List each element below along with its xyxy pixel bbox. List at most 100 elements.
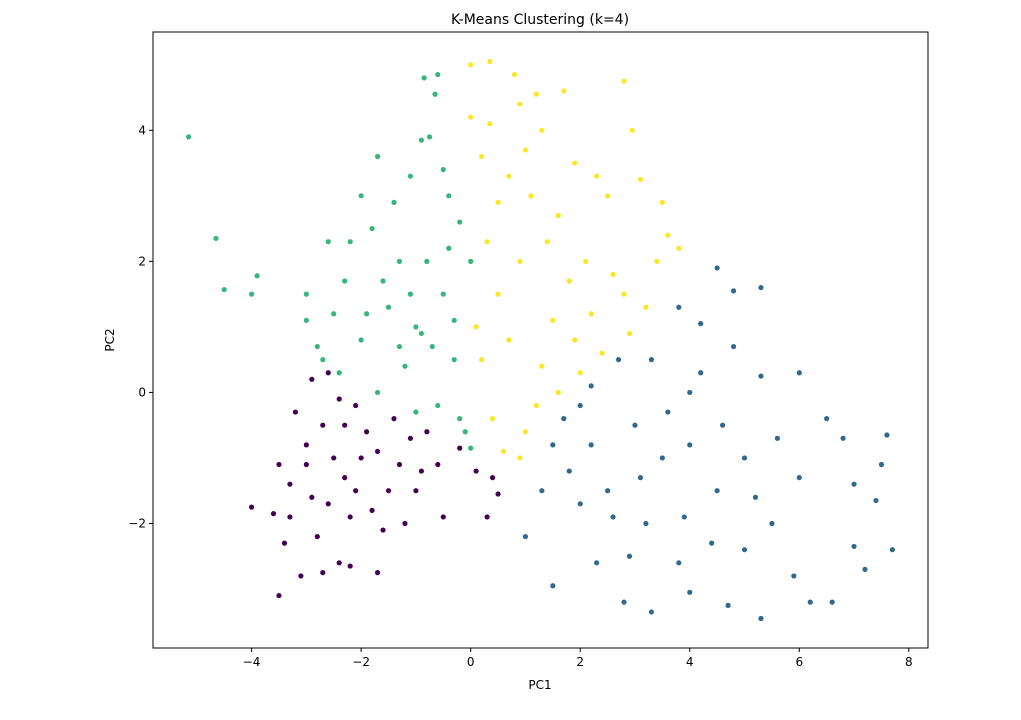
data-point-cluster-1: [539, 488, 545, 494]
data-point-cluster-2: [303, 291, 309, 297]
data-point-cluster-1: [604, 488, 611, 494]
data-point-cluster-0: [281, 540, 288, 546]
data-point-cluster-0: [298, 573, 304, 579]
data-point-cluster-1: [687, 442, 693, 448]
data-point-cluster-0: [320, 570, 326, 576]
data-point-cluster-1: [522, 533, 529, 540]
data-point-cluster-3: [550, 317, 556, 323]
data-point-cluster-3: [522, 147, 529, 153]
data-point-cluster-0: [342, 475, 348, 481]
data-point-cluster-0: [440, 514, 446, 520]
data-point-cluster-2: [358, 337, 364, 343]
data-point-cluster-0: [402, 520, 408, 527]
data-point-cluster-2: [320, 357, 326, 363]
data-point-cluster-0: [353, 402, 359, 409]
x-axis: −4 −2 0 2 4 6 8: [243, 648, 913, 669]
data-point-cluster-3: [517, 258, 523, 264]
data-point-cluster-2: [396, 343, 403, 350]
data-point-cluster-2: [396, 258, 403, 264]
data-point-cluster-2: [435, 71, 441, 78]
data-point-cluster-1: [824, 416, 830, 422]
data-point-cluster-2: [435, 402, 441, 409]
data-point-cluster-0: [424, 429, 430, 435]
data-point-cluster-1: [851, 543, 857, 550]
data-point-cluster-0: [391, 416, 397, 422]
data-point-cluster-3: [659, 199, 665, 205]
data-point-cluster-0: [495, 491, 501, 497]
y-axis: −2 0 2 4: [128, 123, 153, 530]
data-point-cluster-2: [468, 445, 474, 451]
data-point-cluster-0: [347, 514, 353, 520]
data-point-cluster-2: [314, 343, 320, 350]
y-tick-label: −2: [128, 516, 146, 530]
data-point-cluster-0: [270, 511, 277, 517]
data-point-cluster-3: [489, 416, 496, 422]
data-point-cluster-1: [615, 357, 622, 363]
data-point-cluster-1: [884, 432, 890, 438]
data-point-cluster-3: [468, 62, 474, 68]
data-point-cluster-0: [374, 448, 381, 455]
data-point-cluster-3: [487, 58, 493, 65]
data-point-cluster-1: [725, 602, 731, 609]
data-point-cluster-0: [325, 501, 331, 507]
data-point-cluster-2: [221, 286, 227, 293]
data-point-cluster-3: [517, 101, 523, 107]
data-point-cluster-3: [572, 160, 578, 166]
data-point-cluster-0: [320, 422, 326, 428]
data-point-cluster-1: [741, 455, 748, 461]
data-point-cluster-1: [774, 435, 780, 441]
data-point-cluster-1: [588, 442, 594, 448]
data-point-cluster-3: [572, 337, 578, 343]
chart-title: K-Means Clustering (k=4): [451, 12, 629, 28]
data-point-cluster-1: [698, 321, 704, 327]
data-point-cluster-2: [457, 416, 463, 422]
data-point-cluster-1: [648, 357, 655, 363]
x-tick-label: 2: [576, 655, 584, 669]
data-point-cluster-3: [511, 71, 518, 78]
data-point-cluster-1: [769, 520, 775, 527]
data-point-cluster-0: [309, 376, 315, 382]
data-point-cluster-2: [213, 235, 219, 242]
data-point-cluster-3: [506, 173, 512, 179]
data-point-cluster-2: [331, 311, 337, 317]
data-point-cluster-1: [632, 422, 638, 428]
y-tick-label: 0: [138, 385, 146, 399]
data-point-cluster-3: [539, 127, 545, 133]
data-point-cluster-0: [276, 461, 282, 468]
data-point-cluster-2: [421, 75, 427, 81]
data-point-cluster-3: [479, 357, 485, 363]
x-tick-label: 8: [905, 655, 913, 669]
data-point-cluster-1: [550, 583, 556, 589]
data-point-cluster-1: [676, 560, 682, 566]
data-point-cluster-0: [314, 533, 320, 540]
data-point-cluster-2: [336, 370, 342, 376]
data-point-cluster-1: [687, 389, 693, 396]
data-point-cluster-3: [654, 258, 660, 264]
data-point-cluster-1: [714, 488, 720, 494]
data-point-cluster-3: [665, 232, 671, 238]
data-point-cluster-1: [851, 481, 857, 487]
data-point-cluster-0: [369, 507, 375, 513]
data-point-cluster-2: [462, 429, 468, 435]
data-point-cluster-2: [385, 304, 392, 310]
data-point-cluster-1: [829, 599, 835, 605]
data-point-cluster-2: [426, 134, 433, 140]
data-point-cluster-1: [577, 501, 583, 507]
data-point-cluster-3: [533, 91, 539, 97]
data-point-cluster-3: [495, 199, 501, 205]
data-point-cluster-0: [287, 514, 293, 520]
data-point-cluster-1: [637, 475, 644, 481]
data-point-cluster-3: [604, 193, 611, 199]
data-point-cluster-0: [473, 468, 479, 474]
data-point-cluster-1: [676, 304, 682, 310]
data-point-cluster-0: [484, 514, 490, 520]
data-point-cluster-0: [276, 592, 282, 599]
data-point-cluster-2: [186, 134, 192, 140]
data-point-cluster-3: [555, 389, 561, 396]
data-point-cluster-1: [709, 540, 715, 546]
data-point-cluster-3: [599, 350, 605, 356]
data-point-cluster-2: [342, 278, 348, 284]
data-point-cluster-1: [648, 609, 655, 615]
data-point-cluster-1: [873, 497, 879, 504]
